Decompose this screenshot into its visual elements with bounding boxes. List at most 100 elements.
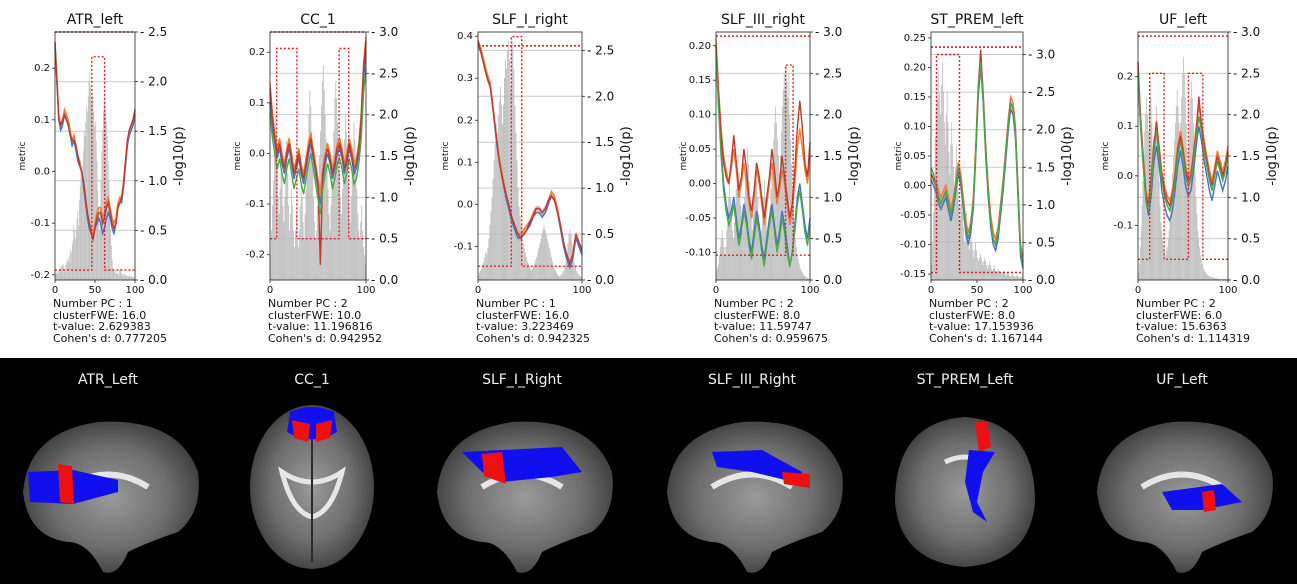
pvalue-bar [349,222,351,280]
pvalue-bar [1154,147,1156,280]
pvalue-bar [551,261,553,280]
pvalue-bar [131,277,133,280]
pvalue-bar [121,274,123,280]
pvalue-bar [344,114,346,281]
pvalue-bar [1003,272,1005,280]
pvalue-bar [770,189,772,280]
pvalue-bar [719,246,721,280]
stat-t-value-label: t-value: [1136,320,1182,333]
pvalue-bar [312,164,314,280]
stat-number-pc-label: Number PC : [476,297,549,310]
pvalue-bar [727,213,729,280]
pvalue-bar [716,271,717,280]
pvalue-bar [108,180,110,280]
pvalue-bar [1002,270,1004,280]
pvalue-bar [1215,278,1217,280]
pvalue-bar [780,131,782,280]
pvalue-bar [744,197,746,280]
pvalue-bar [72,240,74,280]
tract-red [292,420,332,442]
pvalue-bar [1212,277,1214,280]
pvalue-bar [966,212,967,280]
pvalue-bar [107,160,109,280]
pvalue-bar [967,242,969,280]
pvalue-bar [1165,251,1167,280]
pvalue-bar [769,205,771,280]
y-axis-label: metric [441,141,451,170]
cluster-outline [716,64,810,256]
pvalue-bar [275,131,277,280]
stat-number-pc-value: 2 [1208,297,1216,310]
pvalue-bar [573,261,575,280]
pvalue-bar [87,111,88,280]
pvalue-bar [994,268,996,280]
stat-t-value: t-value: 11.196816 [268,321,382,333]
pvalue-bar [314,222,316,280]
pvalue-bar [478,275,479,280]
pvalue-bar [977,257,978,280]
pvalue-bar [526,261,528,280]
pvalue-bar [955,167,956,280]
pvalue-bar [280,156,282,280]
pvalue-bar [525,257,527,280]
y-right-tick-label: - 1.5 [1233,149,1260,163]
x-tick-label: 0 [475,285,481,296]
pvalue-bar [504,77,505,280]
stat-cohens-d-value: 0.777205 [114,331,168,345]
pvalue-bar [576,272,578,280]
pvalue-bar [1010,276,1011,280]
series-line [930,49,1024,263]
y-tick-label: 0.10 [904,121,926,132]
chart-2: -0.2 -0.1 0.0 0.1 0.2 - 0.0 - 0.5 - 1.0 - 1.5 - 2… [233,12,418,296]
pvalue-bar [310,106,312,281]
y-tick-label: 0.0 [457,199,473,210]
y-right-tick-label: - 0.0 [1233,273,1260,287]
y-tick-label: -0.1 [453,241,473,252]
pvalue-bar [496,133,498,280]
stat-t-value-value: 11.196816 [313,320,373,333]
y-tick-label: 0.15 [689,75,711,86]
pvalue-bar [1225,279,1227,280]
pvalue-bar [1166,246,1168,280]
pvalue-bar [126,275,127,280]
pvalue-bar [87,96,89,280]
stat-cluster-fwe-value: 8.0 [782,308,801,322]
pvalue-bar [735,189,737,280]
stat-t-value: t-value: 15.6363 [1136,321,1250,333]
pvalue-bar [978,257,980,280]
pvalue-bar [317,205,318,280]
pvalue-bar [550,257,552,280]
pvalue-bar [291,189,292,280]
pvalue-bar [1144,131,1146,280]
stat-cluster-fwe-label: clusterFWE: [929,308,998,322]
y-tick-label: 0.10 [689,110,711,121]
pvalue-bar [76,218,78,280]
pvalue-bar [110,230,111,280]
plot-frame [477,31,583,281]
pvalue-bar [345,131,347,280]
stat-number-pc-value: 1 [125,297,133,310]
pvalue-bar [1208,275,1210,280]
pvalue-bar [1153,172,1155,280]
pvalue-bar [580,276,581,280]
pvalue-bar [1168,230,1170,280]
stat-t-value-value: 17.153936 [974,320,1034,333]
pvalue-bar [559,276,561,280]
pvalue-bar [318,180,319,280]
pvalue-bar [745,180,746,280]
pvalue-bar [118,275,119,280]
pvalue-bar [1221,279,1223,280]
stat-number-pc-label: Number PC : [929,297,1002,310]
stat-t-value-value: 3.223469 [521,320,574,333]
pvalue-bar [1017,276,1019,280]
brain-title: SLF_I_Right [482,372,562,388]
series-band [931,46,1023,266]
pvalue-bar [778,156,779,280]
pvalue-bar [800,270,802,280]
pvalue-bar [1139,246,1141,280]
pvalue-bar [323,89,325,280]
stat-t-value-label: t-value: [714,320,760,333]
pvalue-bar [961,189,963,280]
pvalue-bar [331,180,333,280]
y-tick-label: -0.05 [900,210,926,221]
